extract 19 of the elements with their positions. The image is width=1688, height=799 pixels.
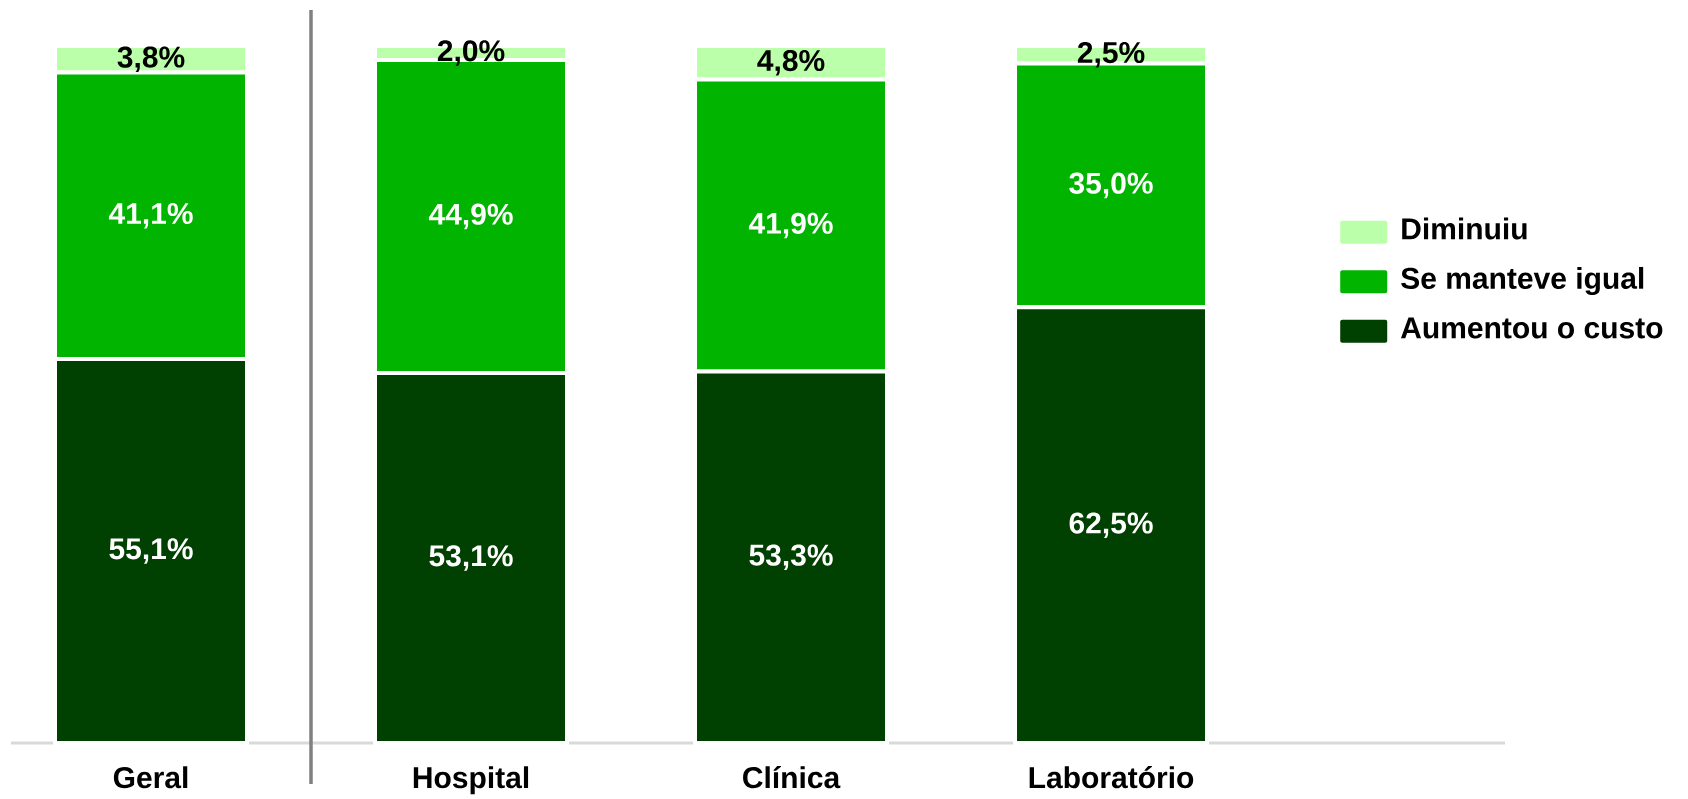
data-label: 35,0% <box>1069 172 1153 199</box>
x-tick-label: Geral <box>113 766 188 789</box>
legend-label: Se manteve igual <box>1401 266 1644 296</box>
x-tick-label: Clínica <box>743 766 841 789</box>
data-label: 4,8% <box>757 49 825 76</box>
data-label: 62,5% <box>1069 512 1153 538</box>
x-tick-label: Laboratório <box>1029 766 1194 789</box>
data-label: 41,9% <box>748 212 833 239</box>
data-label: 3,8% <box>117 46 185 73</box>
data-label: 44,9% <box>428 203 513 230</box>
data-label: 2,5% <box>1077 41 1145 68</box>
data-label: 41,1% <box>108 202 193 229</box>
legend-label: Diminuiu <box>1402 217 1527 240</box>
data-label: 53,3% <box>749 544 833 571</box>
data-label: 53,1% <box>429 545 513 571</box>
legend-label: Aumentou o custo <box>1400 317 1663 339</box>
data-label: 55,1% <box>109 538 193 564</box>
x-tick-label: Hospital <box>413 766 529 795</box>
data-label: 2,0% <box>437 40 505 66</box>
